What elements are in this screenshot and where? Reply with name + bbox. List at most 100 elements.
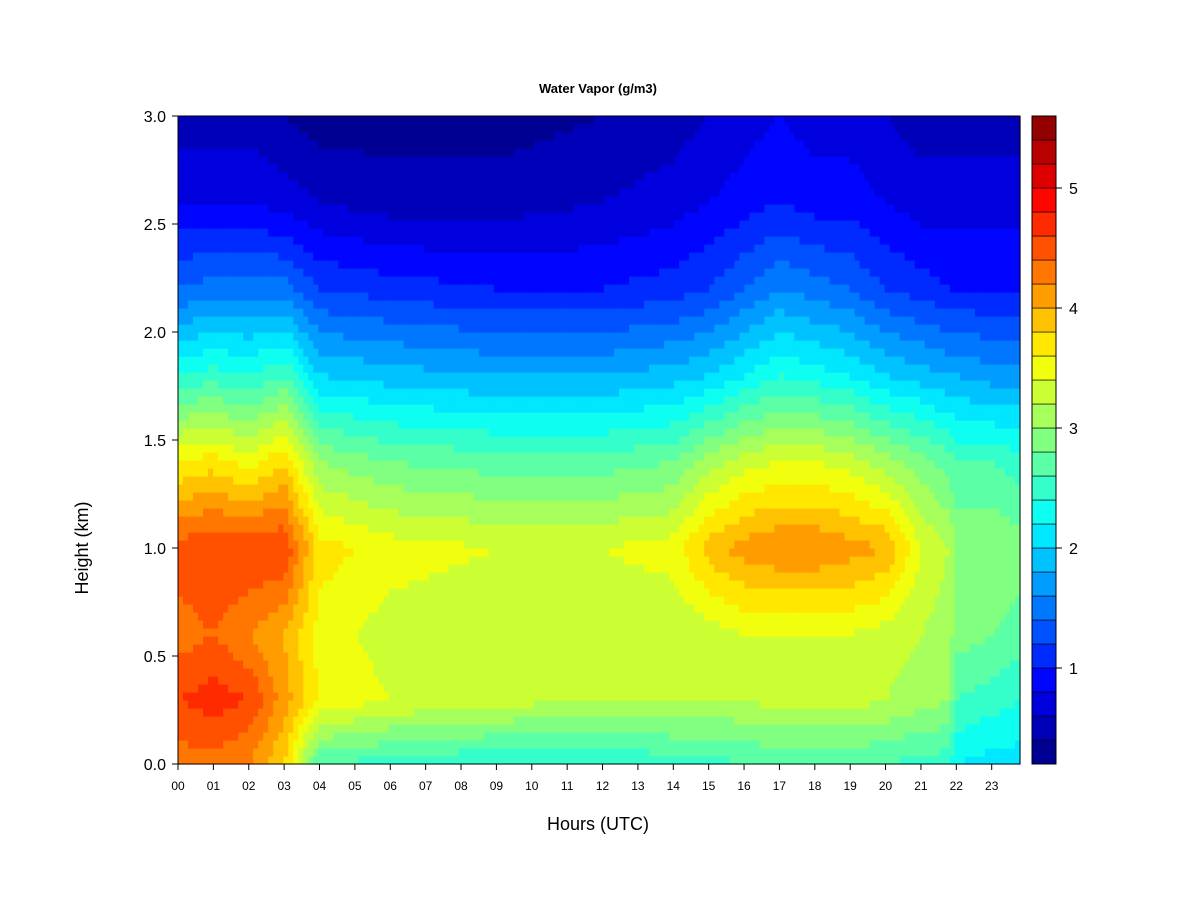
heatmap-cell — [303, 580, 309, 589]
heatmap-cell — [764, 700, 770, 709]
heatmap-cell — [599, 564, 605, 573]
heatmap-cell — [994, 596, 1001, 605]
heatmap-cell — [403, 572, 410, 581]
heatmap-cell — [639, 580, 645, 589]
heatmap-cell — [263, 612, 269, 621]
heatmap-cell — [238, 540, 244, 549]
heatmap-cell — [263, 668, 269, 677]
heatmap-cell — [814, 716, 821, 725]
heatmap-cell — [558, 564, 565, 573]
heatmap-cell — [834, 556, 841, 565]
heatmap-cell — [904, 540, 911, 549]
heatmap-cell — [869, 652, 876, 661]
heatmap-cell — [604, 700, 610, 709]
heatmap-cell — [994, 660, 1001, 669]
heatmap-cell — [604, 548, 610, 557]
heatmap-cell — [664, 628, 670, 637]
heatmap-cell — [468, 572, 475, 581]
heatmap-cell — [804, 556, 811, 565]
heatmap-cell — [949, 580, 956, 589]
heatmap-cell — [854, 668, 861, 677]
heatmap-cell — [543, 548, 550, 557]
heatmap-cell — [914, 604, 921, 613]
heatmap-cell — [1009, 740, 1016, 749]
heatmap-cell — [228, 588, 234, 597]
heatmap-cell — [428, 636, 435, 645]
heatmap-cell — [228, 548, 234, 557]
heatmap-cell — [794, 716, 801, 725]
heatmap-cell — [619, 724, 625, 733]
heatmap-cell — [583, 612, 590, 621]
heatmap-cell — [298, 748, 304, 757]
heatmap-cell — [984, 596, 991, 605]
heatmap-cell — [749, 708, 755, 717]
heatmap-cell — [238, 668, 244, 677]
heatmap-cell — [283, 652, 289, 661]
heatmap-cell — [804, 548, 811, 557]
heatmap-cell — [343, 580, 349, 589]
heatmap-cell — [659, 724, 665, 733]
heatmap-cell — [739, 612, 745, 621]
heatmap-cell — [528, 572, 535, 581]
heatmap-cell — [208, 620, 214, 629]
heatmap-cell — [513, 716, 520, 725]
heatmap-cell — [193, 684, 199, 693]
heatmap-cell — [528, 700, 535, 709]
heatmap-cell — [543, 732, 550, 741]
heatmap-cell — [403, 604, 410, 613]
heatmap-cell — [824, 636, 831, 645]
heatmap-cell — [533, 620, 540, 629]
heatmap-cell — [468, 676, 475, 685]
heatmap-cell — [794, 636, 801, 645]
heatmap-cell — [468, 596, 475, 605]
heatmap-cell — [969, 628, 976, 637]
heatmap-cell — [218, 684, 224, 693]
heatmap-cell — [553, 724, 560, 733]
heatmap-cell — [839, 716, 846, 725]
heatmap-cell — [614, 564, 620, 573]
heatmap-cell — [438, 556, 445, 565]
heatmap-cell — [839, 652, 846, 661]
heatmap-cell — [989, 748, 996, 757]
heatmap-cell — [734, 708, 740, 717]
heatmap-cell — [513, 644, 520, 653]
heatmap-cell — [533, 756, 540, 765]
heatmap-cell — [468, 668, 475, 677]
heatmap-cell — [208, 612, 214, 621]
heatmap-cell — [493, 588, 500, 597]
heatmap-cell — [1014, 540, 1021, 549]
heatmap-cell — [864, 652, 871, 661]
heatmap-cell — [1009, 564, 1016, 573]
heatmap-cell — [644, 652, 650, 661]
heatmap-cell — [854, 652, 861, 661]
heatmap-cell — [974, 588, 981, 597]
heatmap-cell — [709, 724, 715, 733]
heatmap-cell — [523, 596, 530, 605]
heatmap-cell — [573, 660, 580, 669]
heatmap-cell — [1014, 564, 1021, 573]
heatmap-cell — [518, 596, 525, 605]
heatmap-cell — [834, 580, 841, 589]
heatmap-cell — [558, 724, 565, 733]
heatmap-cell — [864, 716, 871, 725]
heatmap-cell — [934, 652, 941, 661]
heatmap-cell — [919, 708, 926, 717]
heatmap-cell — [203, 740, 209, 749]
heatmap-cell — [583, 756, 590, 765]
heatmap-cell — [333, 628, 339, 637]
heatmap-cell — [473, 524, 480, 533]
heatmap-cell — [308, 580, 314, 589]
heatmap-cell — [313, 572, 319, 581]
heatmap-cell — [619, 676, 625, 685]
heatmap-cell — [999, 628, 1006, 637]
heatmap-cell — [979, 588, 986, 597]
heatmap-cell — [879, 596, 886, 605]
heatmap-cell — [704, 708, 710, 717]
heatmap-cell — [1004, 564, 1011, 573]
heatmap-cell — [458, 612, 465, 621]
heatmap-cell — [604, 628, 610, 637]
heatmap-cell — [463, 732, 470, 741]
heatmap-cell — [253, 708, 259, 717]
heatmap-cell — [513, 580, 520, 589]
heatmap-cell — [719, 756, 725, 765]
